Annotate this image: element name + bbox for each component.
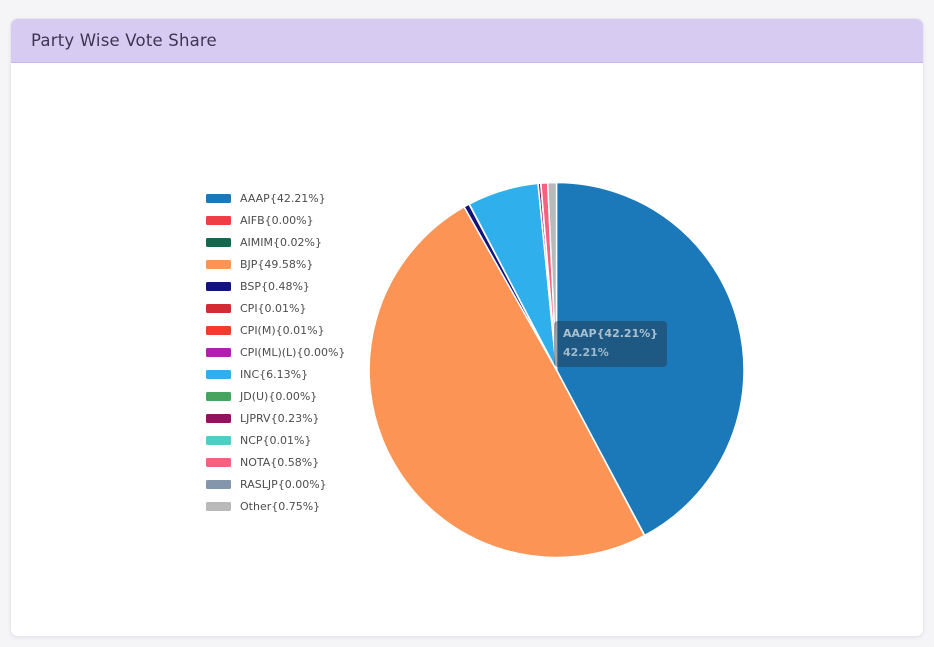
legend-item-rasljp[interactable]: RASLJP{0.00%} bbox=[206, 473, 345, 495]
legend-item-inc[interactable]: INC{6.13%} bbox=[206, 363, 345, 385]
pie-slice-bjp[interactable] bbox=[368, 206, 646, 559]
legend-swatch bbox=[206, 325, 231, 335]
legend-swatch bbox=[206, 479, 231, 489]
legend-label: LJPRV{0.23%} bbox=[240, 411, 320, 425]
legend-label: AIFB{0.00%} bbox=[240, 213, 314, 227]
legend-item-ncp[interactable]: NCP{0.01%} bbox=[206, 429, 345, 451]
party-vote-share-pie-chart: AAAP{42.21%} AIFB{0.00%} AIMIM{0.02%} BJP{4… bbox=[11, 63, 923, 636]
legend-label: CPI(M){0.01%} bbox=[240, 323, 325, 337]
legend-item-aifb[interactable]: AIFB{0.00%} bbox=[206, 209, 345, 231]
legend-swatch bbox=[206, 391, 231, 401]
legend-swatch bbox=[206, 259, 231, 269]
legend-item-cpi[interactable]: CPI{0.01%} bbox=[206, 297, 345, 319]
legend-swatch bbox=[206, 237, 231, 247]
vote-share-card: Party Wise Vote Share AAAP{42.21%} AIFB{0… bbox=[10, 18, 924, 637]
legend-label: INC{6.13%} bbox=[240, 367, 309, 381]
legend-swatch bbox=[206, 457, 231, 467]
legend-label: CPI{0.01%} bbox=[240, 301, 307, 315]
pie-slice-aaap[interactable] bbox=[555, 181, 745, 537]
legend-label: BSP{0.48%} bbox=[240, 279, 310, 293]
legend-swatch bbox=[206, 193, 231, 203]
legend-swatch bbox=[206, 347, 231, 357]
legend-label: JD(U){0.00%} bbox=[240, 389, 318, 403]
card-header: Party Wise Vote Share bbox=[11, 19, 923, 63]
legend-label: AAAP{42.21%} bbox=[240, 191, 326, 205]
legend-item-jd-u-[interactable]: JD(U){0.00%} bbox=[206, 385, 345, 407]
legend-label: NCP{0.01%} bbox=[240, 433, 312, 447]
legend-label: AIMIM{0.02%} bbox=[240, 235, 322, 249]
legend-label: BJP{49.58%} bbox=[240, 257, 314, 271]
chart-legend: AAAP{42.21%} AIFB{0.00%} AIMIM{0.02%} BJP{4… bbox=[206, 187, 345, 517]
legend-item-cpi-ml-l-[interactable]: CPI(ML)(L){0.00%} bbox=[206, 341, 345, 363]
legend-item-bjp[interactable]: BJP{49.58%} bbox=[206, 253, 345, 275]
legend-item-aimim[interactable]: AIMIM{0.02%} bbox=[206, 231, 345, 253]
legend-item-nota[interactable]: NOTA{0.58%} bbox=[206, 451, 345, 473]
legend-item-ljprv[interactable]: LJPRV{0.23%} bbox=[206, 407, 345, 429]
legend-swatch bbox=[206, 435, 231, 445]
legend-label: Other{0.75%} bbox=[240, 499, 321, 513]
legend-swatch bbox=[206, 281, 231, 291]
legend-swatch bbox=[206, 303, 231, 313]
legend-swatch bbox=[206, 369, 231, 379]
legend-label: NOTA{0.58%} bbox=[240, 455, 320, 469]
legend-item-other[interactable]: Other{0.75%} bbox=[206, 495, 345, 517]
legend-item-bsp[interactable]: BSP{0.48%} bbox=[206, 275, 345, 297]
pie-svg bbox=[368, 181, 745, 559]
legend-swatch bbox=[206, 413, 231, 423]
legend-label: RASLJP{0.00%} bbox=[240, 477, 327, 491]
legend-item-aaap[interactable]: AAAP{42.21%} bbox=[206, 187, 345, 209]
page-title: Party Wise Vote Share bbox=[31, 31, 217, 50]
legend-swatch bbox=[206, 501, 231, 511]
legend-item-cpi-m-[interactable]: CPI(M){0.01%} bbox=[206, 319, 345, 341]
pie-slice-other[interactable] bbox=[546, 181, 558, 371]
legend-swatch bbox=[206, 215, 231, 225]
legend-label: CPI(ML)(L){0.00%} bbox=[240, 345, 346, 359]
